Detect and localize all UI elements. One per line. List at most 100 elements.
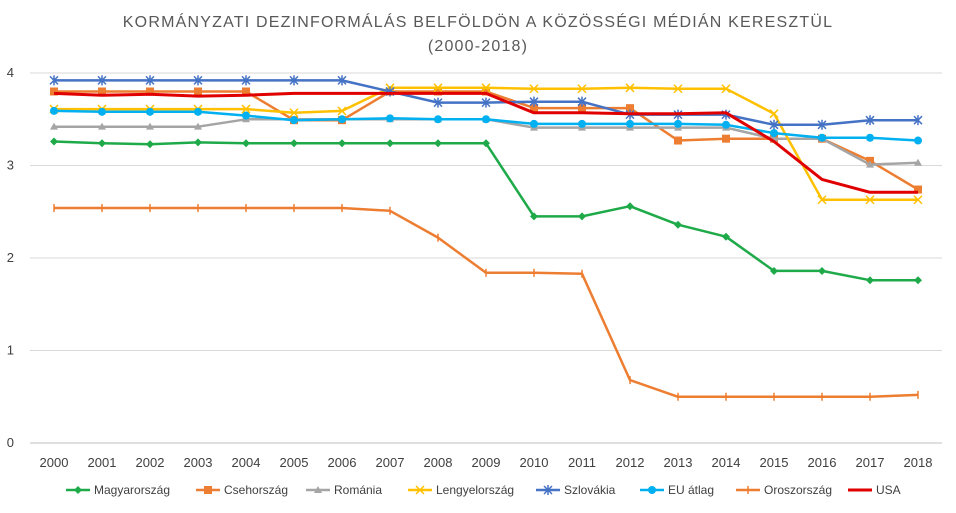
legend-swatch-marker (314, 486, 322, 493)
data-point (914, 185, 922, 194)
data-point (674, 220, 682, 229)
data-point (481, 97, 491, 108)
legend-label: EU átlag (668, 483, 714, 497)
data-point (49, 75, 59, 86)
data-point (338, 139, 346, 148)
x-tick-label: 2000 (40, 455, 69, 470)
y-tick-label: 1 (7, 343, 14, 358)
gridlines (30, 72, 942, 444)
data-point (482, 139, 490, 148)
data-point (818, 133, 826, 142)
data-point (337, 75, 347, 86)
legend-entry: Szlovákia (536, 483, 616, 497)
data-point (626, 119, 634, 128)
legend-swatch-marker (543, 485, 553, 495)
data-point (769, 119, 779, 130)
y-axis-ticks: 0 1 2 3 4 (7, 65, 14, 450)
legend: Magyarország Csehország Románia Lengyelorsz… (66, 483, 901, 497)
data-point (433, 97, 443, 108)
x-tick-label: 2017 (856, 455, 885, 470)
legend-entry: Csehország (196, 483, 288, 497)
legend-label: Magyarország (94, 483, 170, 497)
x-tick-label: 2016 (808, 455, 837, 470)
data-point (866, 133, 874, 142)
series-line (53, 140, 918, 282)
data-point (338, 115, 346, 124)
legend-swatch-marker (648, 486, 656, 494)
data-point (433, 83, 443, 93)
x-tick-label: 2007 (376, 455, 405, 470)
data-point (289, 108, 299, 118)
data-point (146, 140, 154, 149)
data-point (194, 107, 202, 116)
data-point (146, 122, 154, 130)
data-point (626, 104, 634, 113)
data-point (530, 104, 538, 113)
x-tick-label: 2018 (904, 455, 933, 470)
data-point (98, 107, 106, 116)
series-0 (50, 137, 922, 285)
data-point (98, 122, 106, 130)
legend-label: Szlovákia (564, 483, 616, 497)
data-point (865, 115, 875, 126)
data-point (673, 84, 683, 94)
data-point (50, 137, 58, 146)
legend-entry: Oroszország (736, 483, 832, 497)
legend-label: Csehország (224, 483, 288, 497)
data-point (914, 276, 922, 285)
chart-title: KORMÁNYZATI DEZINFORMÁLÁS BELFÖLDÖN A KÖ… (123, 12, 833, 31)
data-point (578, 212, 586, 221)
data-point (97, 75, 107, 86)
data-point (241, 75, 251, 86)
data-point (50, 87, 58, 96)
data-point (337, 106, 347, 116)
data-point (194, 122, 202, 130)
legend-entry: Lengyelország (408, 483, 514, 497)
x-tick-label: 2004 (232, 455, 261, 470)
data-point (290, 139, 298, 148)
data-point (434, 87, 442, 96)
data-point (721, 84, 731, 94)
chart-subtitle: (2000-2018) (428, 38, 528, 55)
data-point (530, 119, 538, 128)
x-tick-label: 2002 (136, 455, 165, 470)
x-tick-label: 2006 (328, 455, 357, 470)
legend-entry: EU átlag (640, 483, 714, 497)
y-tick-label: 3 (7, 158, 14, 173)
data-point (289, 75, 299, 86)
x-tick-label: 2003 (184, 455, 213, 470)
data-point (193, 75, 203, 86)
data-point (386, 114, 394, 123)
data-point (529, 96, 539, 107)
data-point (722, 232, 730, 241)
x-tick-label: 2013 (664, 455, 693, 470)
data-point (50, 106, 58, 115)
x-tick-label: 2001 (88, 455, 117, 470)
data-point (482, 87, 490, 96)
data-point (674, 136, 682, 145)
data-point (625, 83, 635, 93)
data-point (50, 122, 58, 130)
data-point (914, 158, 922, 166)
data-point (577, 84, 587, 94)
data-point (98, 87, 106, 96)
x-tick-label: 2012 (616, 455, 645, 470)
legend-swatch-marker (204, 486, 212, 494)
data-point (194, 138, 202, 147)
legend-swatch-marker (74, 486, 82, 494)
data-point (722, 134, 730, 143)
y-tick-label: 0 (7, 435, 14, 450)
x-tick-label: 2011 (568, 455, 596, 470)
data-point (242, 87, 250, 96)
series-7 (53, 91, 918, 194)
data-point (578, 104, 586, 113)
series-6 (53, 204, 919, 401)
data-point (865, 195, 875, 205)
data-point (434, 139, 442, 148)
legend-label: USA (876, 483, 901, 497)
data-point (770, 266, 778, 275)
legend-swatch-marker (415, 485, 425, 495)
x-tick-label: 2009 (472, 455, 501, 470)
